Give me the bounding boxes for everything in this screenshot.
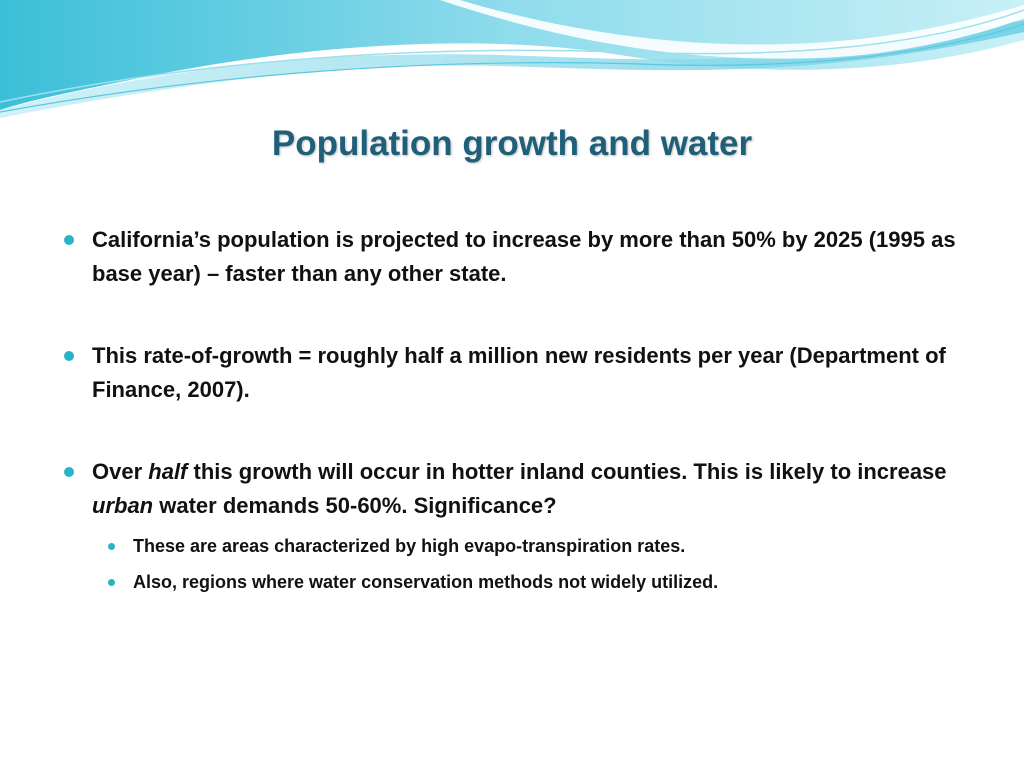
sub-bullet-item: Also, regions where water conservation m… [62, 569, 982, 595]
slide-title: Population growth and water [271, 124, 753, 163]
bullet-dot-icon [64, 351, 74, 361]
sub-bullet-dot-icon [108, 579, 115, 586]
sub-bullet-text: Also, regions where water conservation m… [133, 572, 719, 592]
bullet-dot-icon [64, 467, 74, 477]
bullet-text-part: this growth will occur in hotter inland … [187, 459, 947, 484]
sub-bullet-item: These are areas characterized by high ev… [62, 533, 982, 559]
header-wave-decoration [0, 0, 1024, 118]
sub-bullet-text: These are areas characterized by high ev… [133, 536, 686, 556]
bullet-item: This rate-of-growth = roughly half a mil… [62, 339, 982, 407]
slide-body: California’s population is projected to … [62, 223, 982, 595]
bullet-text-part: water demands 50-60%. Significance? [153, 493, 557, 518]
bullet-text: California’s population is projected to … [92, 227, 956, 286]
bullet-emphasis: half [148, 459, 188, 484]
bullet-item: California’s population is projected to … [62, 223, 982, 291]
bullet-text: This rate-of-growth = roughly half a mil… [92, 343, 946, 402]
bullet-text-part: Over [92, 459, 149, 484]
bullet-emphasis: urban [92, 493, 154, 518]
sub-bullet-dot-icon [108, 543, 115, 550]
bullet-item: Over half this growth will occur in hott… [62, 455, 982, 523]
bullet-dot-icon [64, 235, 74, 245]
